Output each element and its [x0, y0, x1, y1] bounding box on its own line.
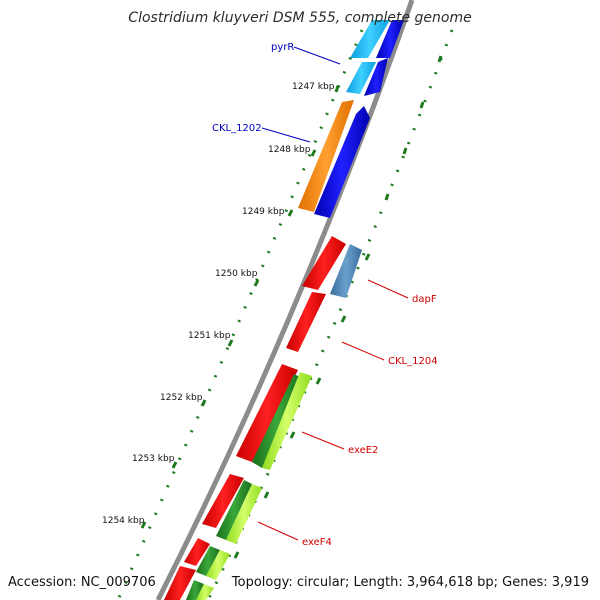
forward-strand-features [186, 20, 404, 600]
gene-label-exeF4: exeF4 [302, 537, 332, 548]
inner-tick-dashes [140, 85, 340, 529]
cds-darkgreen-exeF4 [216, 480, 252, 540]
cds-cyan-pyrR [346, 62, 376, 94]
cds-lightgreen-exeF4 [226, 484, 262, 544]
gene-label-pyrR: pyrR [271, 42, 294, 53]
tick-label: 1252 kbp [160, 393, 203, 403]
cds-red-4 [202, 474, 244, 528]
gene-label-leaders [257, 46, 409, 541]
gene-label-dapF: dapF [412, 294, 437, 305]
map-title: Clostridium kluyveri DSM 555, complete g… [128, 10, 471, 26]
inner-dotted-track [116, 29, 364, 600]
genome-summary: Topology: circular; Length: 3,964,618 bp… [231, 575, 589, 590]
cds-blue-CKL_1202 [314, 106, 370, 218]
cds-orange-CKL_1202 [298, 100, 354, 212]
outer-dotted-track [206, 29, 454, 600]
cds-blue-top [376, 20, 404, 58]
cds-lightgreen-bottom2 [196, 584, 214, 600]
cds-darkgreen-bottom [196, 546, 220, 576]
tick-label: 1254 kbp [102, 516, 145, 526]
cds-darkgreen-bottom2 [186, 580, 204, 600]
cds-red-2 [286, 292, 326, 352]
kbp-tick-labels: 1247 kbp 1248 kbp 1249 kbp 1250 kbp 1251… [102, 82, 335, 526]
outer-tick-dashes [233, 55, 443, 559]
cds-blue-pyrR [364, 58, 388, 96]
cds-lightgreen-bottom [206, 550, 230, 580]
gene-label-CKL_1202: CKL_1202 [212, 123, 262, 134]
cds-cyan-top [350, 20, 390, 58]
tick-label: 1248 kbp [268, 145, 311, 155]
cds-red-6 [164, 566, 196, 600]
tick-label: 1247 kbp [292, 82, 335, 92]
accession-label: Accession: NC_009706 [8, 575, 156, 590]
tick-label: 1249 kbp [242, 207, 285, 217]
cds-red-3 [236, 364, 298, 462]
gene-label-exeE2: exeE2 [348, 445, 378, 456]
tick-label: 1251 kbp [188, 331, 231, 341]
cds-darkgreen-exeE2 [252, 374, 302, 468]
cds-red-5 [184, 538, 210, 566]
tick-label: 1253 kbp [132, 454, 175, 464]
tick-label: 1250 kbp [215, 269, 258, 279]
reverse-strand-features [164, 20, 390, 600]
gene-label-CKL_1204: CKL_1204 [388, 356, 438, 367]
cds-red-1 [302, 236, 346, 290]
cds-lightgreen-exeE2 [262, 372, 312, 470]
cds-steelblue-dapF [330, 244, 362, 298]
gene-labels: pyrR CKL_1202 dapF CKL_1204 exeE2 exeF4 [212, 42, 438, 548]
